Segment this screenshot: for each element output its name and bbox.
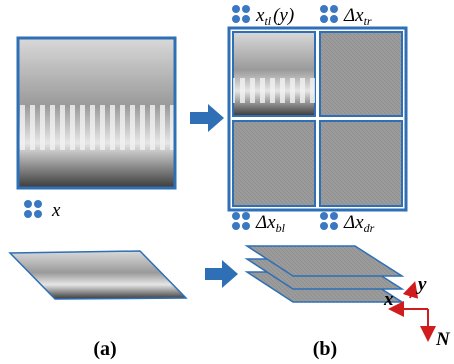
arrow [205, 260, 238, 288]
label-tr: Δxtr [343, 5, 372, 28]
subscript: tr [364, 14, 372, 28]
arrow [190, 104, 224, 132]
label-x: x [51, 200, 61, 221]
label-tl: xtl(y) [255, 5, 294, 28]
dots-icon [232, 212, 250, 230]
axis-y: y [416, 274, 427, 295]
feature-stack [247, 246, 402, 302]
subscript: bl [276, 221, 286, 235]
subscript: dr [364, 221, 375, 235]
dots-icon [232, 5, 250, 23]
symbol: Δx [343, 5, 364, 26]
caption-b: (b) [313, 338, 337, 360]
caption-a: (a) [93, 338, 116, 360]
decomposition-grid [229, 28, 406, 210]
symbol: Δx [343, 212, 364, 233]
label-dr: Δxdr [343, 212, 375, 235]
symbol: Δx [255, 212, 276, 233]
subscript: tl [264, 14, 271, 28]
dots-icon [320, 5, 338, 23]
figure: x xtl(y) Δxtr Δxbl Δxdr x y N (a) (b) [0, 0, 454, 364]
dots-icon [320, 212, 338, 230]
input-plane [10, 251, 186, 299]
axis-x: x [383, 289, 394, 310]
input-image [18, 38, 175, 188]
argument: (y) [273, 5, 294, 26]
axis-n: N [435, 329, 451, 350]
label-bl: Δxbl [255, 212, 286, 235]
dots-icon [24, 200, 42, 218]
